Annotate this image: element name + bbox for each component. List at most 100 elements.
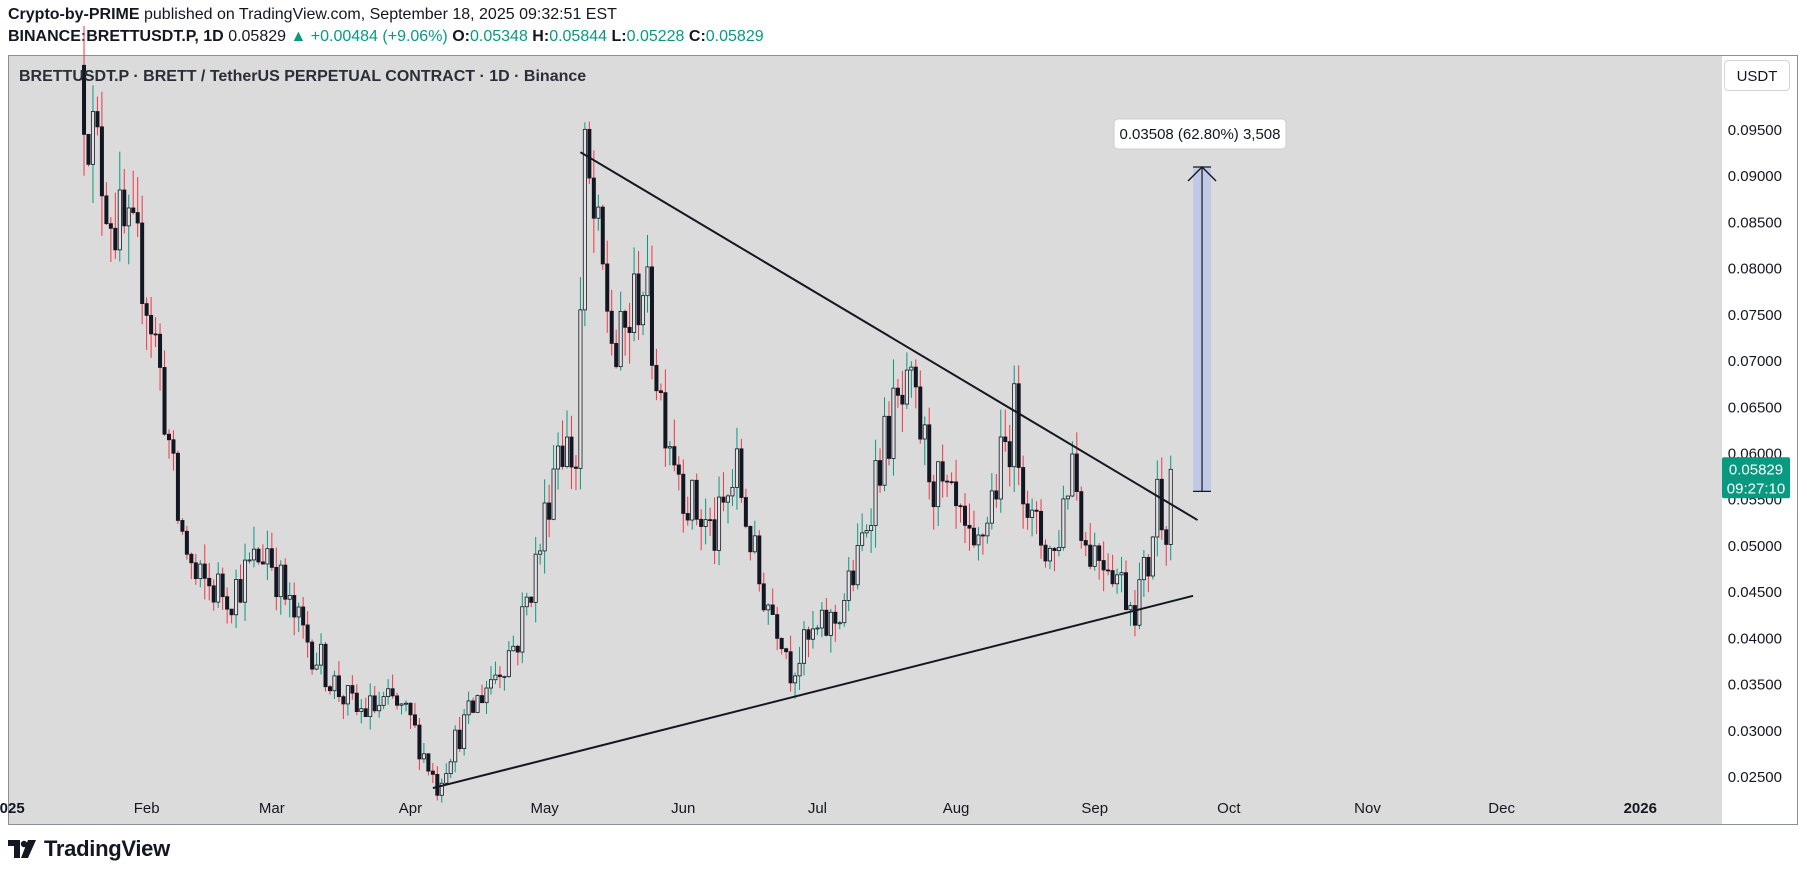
candle-body (386, 688, 391, 698)
candle-body (341, 696, 346, 705)
candle-body (1003, 436, 1008, 443)
candle-body (663, 392, 668, 449)
candle-body (565, 436, 570, 467)
candle-body (609, 310, 614, 344)
candle-body (359, 708, 364, 712)
candle-body (725, 495, 730, 503)
candle-body (453, 729, 458, 763)
plot-area[interactable] (9, 56, 1722, 824)
price-badge-bg (1722, 457, 1790, 499)
candle-body (175, 452, 180, 521)
candle-body (1137, 579, 1142, 626)
candle-body (202, 563, 207, 579)
candle-body (229, 608, 234, 616)
candle-body (815, 627, 820, 630)
candle-body (234, 579, 239, 616)
candle-body (108, 223, 113, 229)
candle-body (269, 548, 274, 568)
candle-body (936, 461, 941, 508)
candle-body (381, 696, 386, 706)
candle-body (260, 561, 265, 565)
candle-body (1146, 557, 1151, 577)
candle-body (748, 525, 753, 553)
candle-body (520, 606, 525, 653)
candle-body (323, 643, 328, 688)
time-tick-label: Jul (808, 800, 827, 817)
time-tick-label: Oct (1217, 800, 1241, 817)
candle-body (158, 333, 163, 368)
candle-body (1083, 540, 1088, 546)
ascending-support-trendline (432, 594, 1194, 790)
low-value: 0.05228 (626, 28, 685, 45)
symbol-interval: BINANCE:BRETTUSDT.P, 1D (8, 28, 224, 45)
overlays-layer: 0.03508 (62.80%) 3,508 (432, 118, 1287, 790)
close-value: 0.05829 (705, 28, 764, 45)
candle-body (1092, 545, 1097, 567)
tradingview-logo[interactable]: TradingView (8, 836, 170, 862)
candle-body (439, 782, 444, 796)
candle-body (1056, 547, 1061, 551)
candle-body (1030, 509, 1035, 518)
candle-body (1106, 569, 1111, 572)
candle-body (408, 702, 413, 716)
candle-body (1021, 467, 1026, 505)
currency-button[interactable]: USDT (1724, 60, 1790, 91)
candle-body (1115, 574, 1120, 585)
candle-body (86, 133, 91, 165)
candles-layer (82, 25, 1173, 803)
time-axis: 2025 Feb Mar Apr May Jun Jul Aug Sep Oct Nov Dec 202… (0, 800, 1657, 817)
candle-body (833, 611, 838, 624)
candle-body (1052, 547, 1057, 551)
high-value: 0.05844 (549, 28, 608, 45)
candle-body (851, 570, 856, 586)
time-tick-label: Feb (134, 800, 160, 817)
candle-body (927, 424, 932, 483)
candle-body (582, 128, 587, 311)
candle-body (421, 753, 426, 760)
candle-body (336, 675, 341, 698)
candle-body (314, 664, 319, 670)
candle-body (931, 481, 936, 508)
candle-body (193, 562, 198, 580)
price-tick-label: 0.08500 (1728, 214, 1782, 231)
candle-body (310, 641, 315, 670)
candle-body (784, 648, 789, 653)
candle-body (860, 532, 865, 546)
candle-body (976, 534, 981, 546)
candle-body (654, 364, 659, 392)
candle-body (623, 310, 628, 328)
candle-body (734, 448, 739, 488)
candle-body (171, 439, 176, 454)
candle-body (1088, 544, 1093, 567)
candle-body (895, 387, 900, 396)
candle-body (641, 295, 646, 326)
candle-body (122, 189, 127, 227)
candle-body (672, 446, 677, 466)
candle-body (971, 527, 976, 546)
candle-body (837, 622, 842, 625)
ohlc-line: BINANCE:BRETTUSDT.P, 1D 0.05829 ▲ +0.004… (8, 28, 764, 46)
candle-body (730, 486, 735, 497)
candle-body (198, 563, 203, 580)
candle-body (448, 761, 453, 775)
candle-body (497, 674, 502, 677)
candle-body (922, 424, 927, 440)
candle-body (399, 703, 404, 706)
candle-body (743, 497, 748, 527)
descending-resistance-trendline (579, 151, 1199, 521)
tradingview-logo-icon (8, 840, 36, 858)
candle-body (1039, 510, 1044, 546)
candle-body (184, 530, 189, 555)
price-tick-label: 0.04000 (1728, 630, 1782, 647)
time-tick-label: Mar (259, 800, 285, 817)
candle-body (82, 64, 87, 135)
candle-body (524, 596, 529, 608)
candle-body (480, 695, 485, 704)
candle-body (243, 559, 248, 603)
time-tick-label: Nov (1354, 800, 1381, 817)
candle-body (810, 628, 815, 640)
candle-body (1110, 570, 1115, 585)
candle-body (712, 519, 717, 551)
price-badge-value: 0.05829 (1729, 461, 1783, 478)
